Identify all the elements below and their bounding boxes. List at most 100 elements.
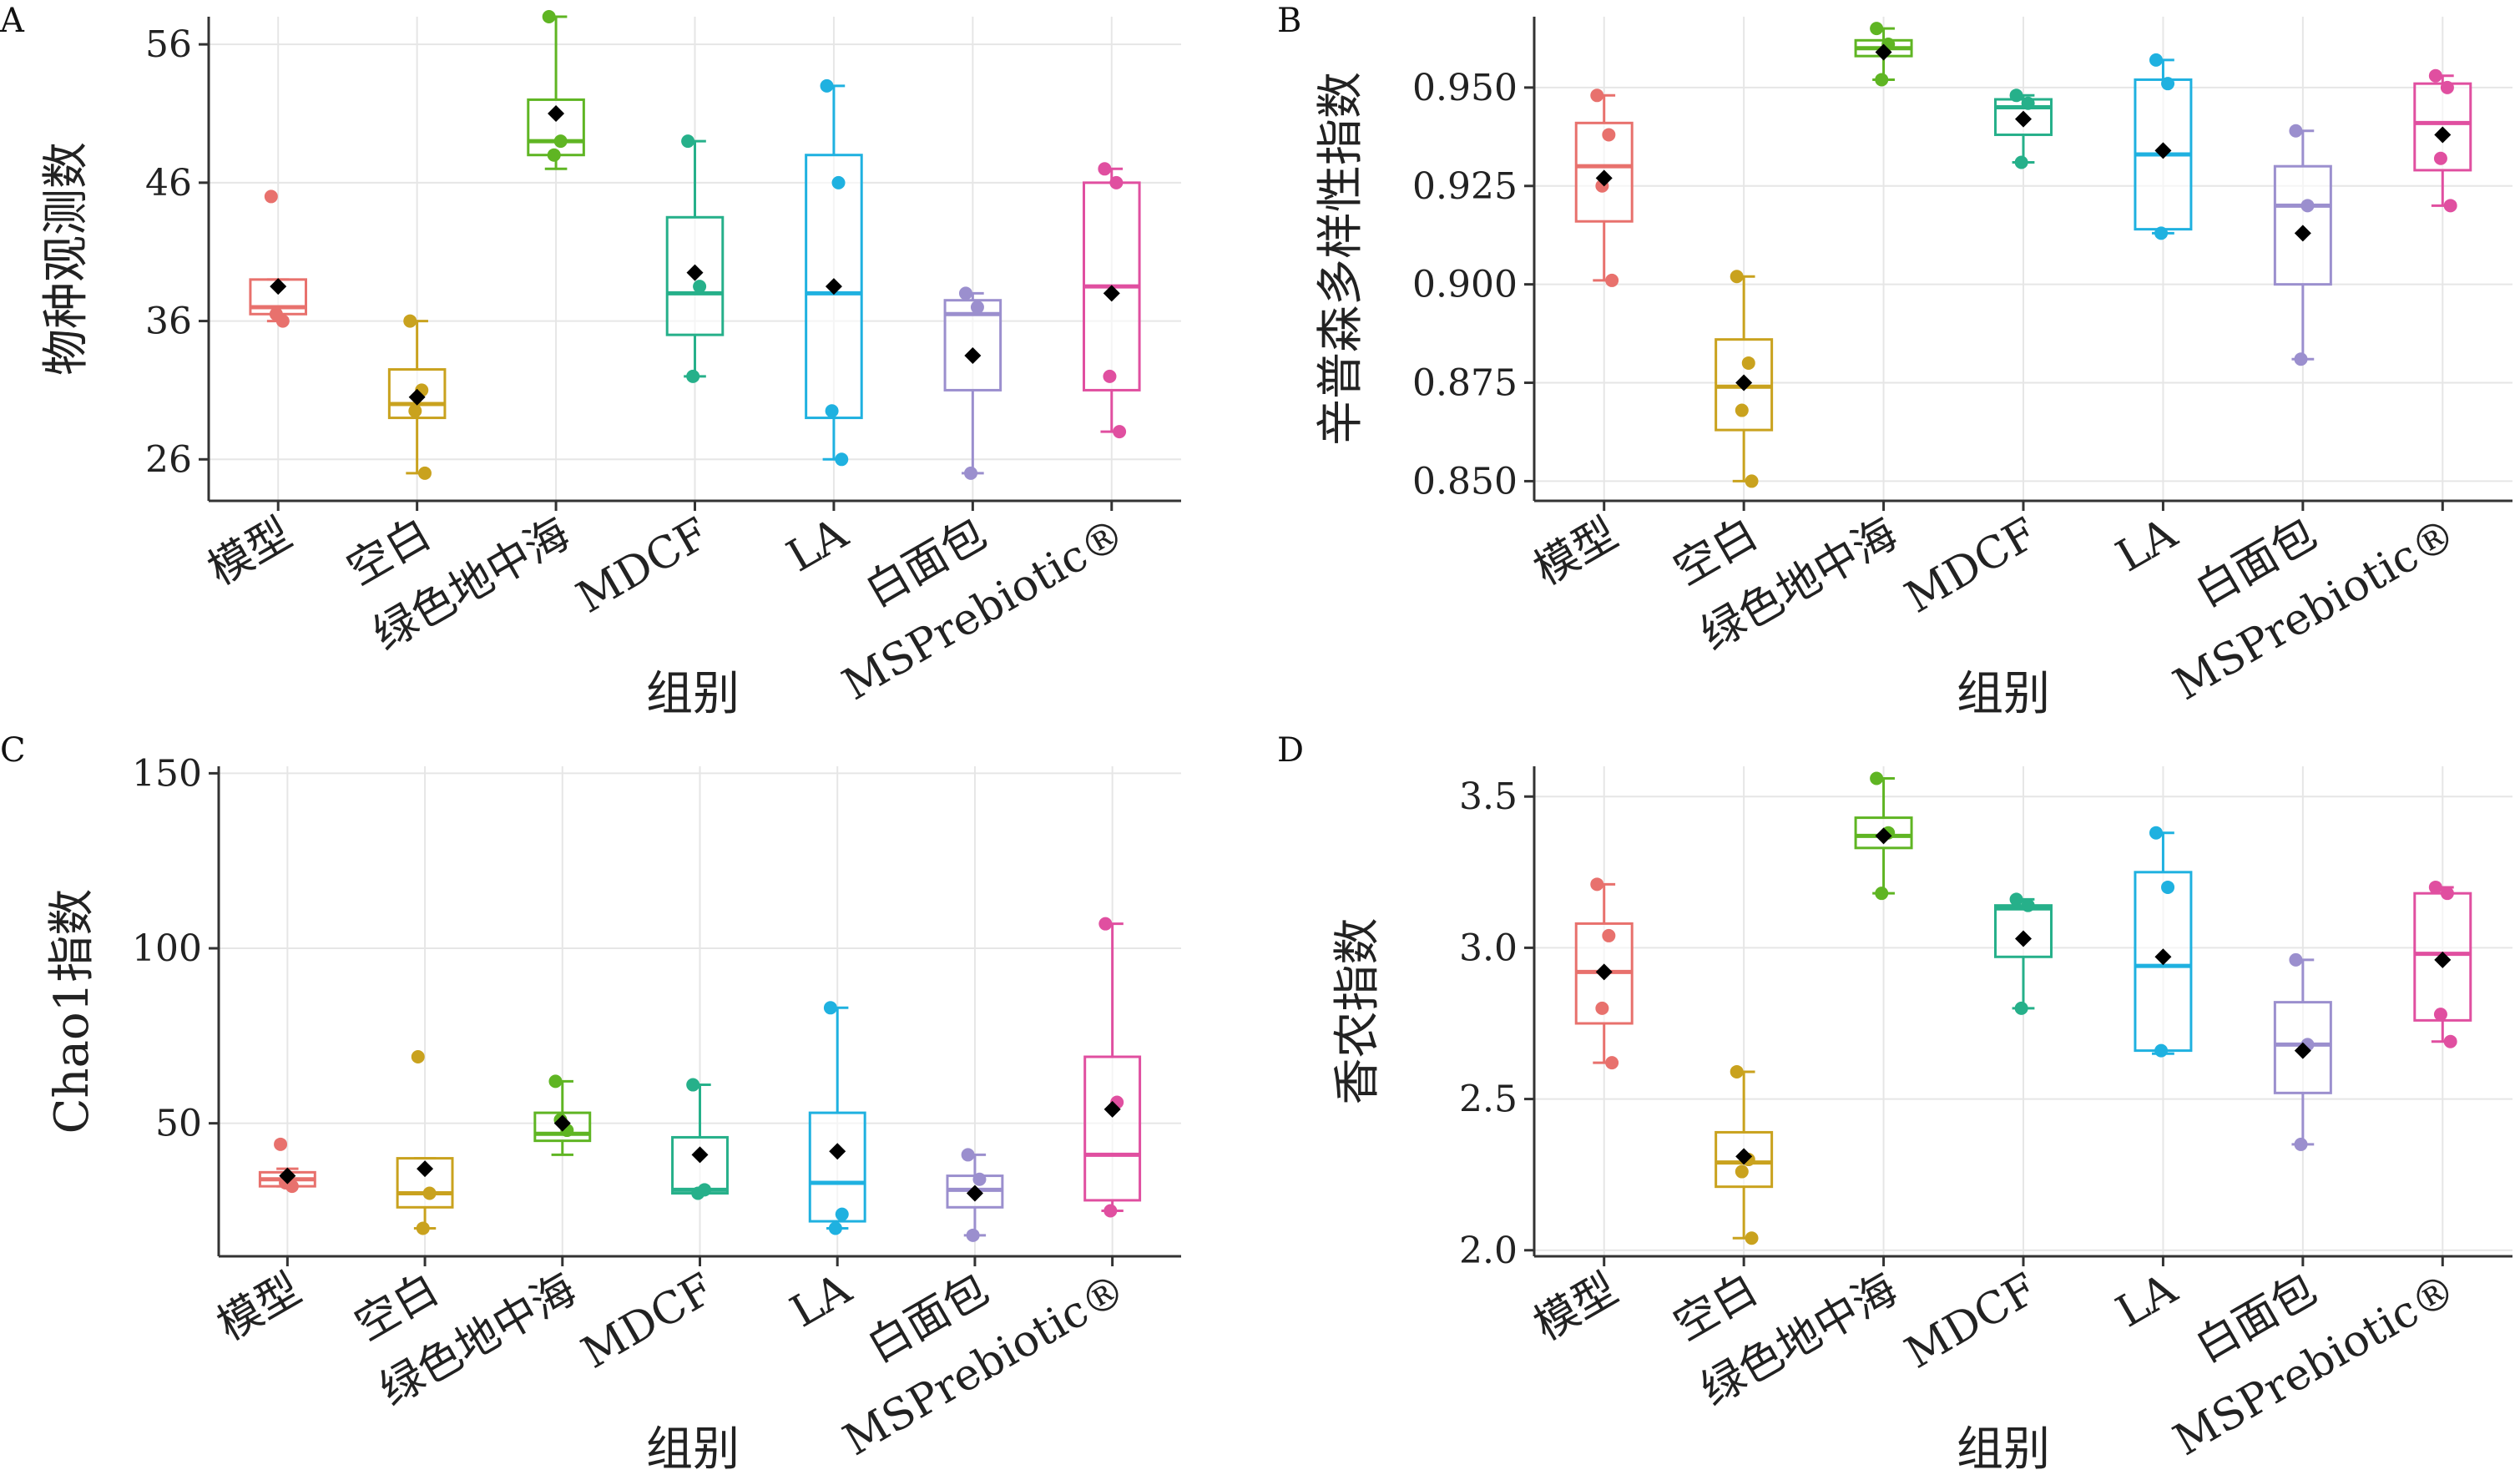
data-point [416,1221,430,1235]
x-category-label: 模型 [210,1264,310,1351]
data-point [417,466,432,480]
y-tick-label: 0.850 [1412,460,1518,503]
data-point [2428,880,2442,894]
data-point [269,307,283,321]
data-point [2294,352,2308,366]
x-category-label: MDCF [573,1264,722,1378]
mean-marker [553,1114,571,1132]
data-point [1605,1056,1619,1070]
mean-marker [829,1143,846,1160]
y-tick-label: 56 [145,23,192,66]
data-point [1103,1204,1118,1218]
mean-marker [1875,43,1892,61]
data-point [2149,826,2163,840]
y-tick-label: 100 [132,927,202,970]
box-2 [1715,1064,1774,1245]
data-point [970,301,984,314]
box-5 [805,78,863,467]
y-tick-label: 2.0 [1459,1230,1518,1272]
box-4 [1994,892,2053,1015]
data-point [1745,1231,1759,1245]
x-category-label: 空白 [1666,508,1766,595]
data-point [2433,1008,2447,1022]
data-point [2443,1034,2457,1048]
data-point [2014,155,2028,169]
box-iqr [2273,164,2332,286]
data-point [2294,1137,2308,1151]
mean-marker [1875,827,1892,845]
data-point [972,1172,987,1186]
data-point [1103,369,1117,383]
mean-marker [1735,1148,1753,1165]
box-6 [943,286,1002,480]
box-6 [946,1148,1004,1242]
data-point [2161,77,2175,91]
x-axis-title: 组别 [646,667,740,721]
data-point [2021,96,2035,110]
data-point [2021,898,2035,912]
y-tick-label: 2.5 [1459,1078,1518,1121]
y-tick-label: 26 [145,438,192,481]
x-category-label: 模型 [1526,508,1626,595]
data-point [820,78,834,93]
data-point [1098,917,1113,931]
data-point [1730,270,1744,284]
x-category-label: LA [782,1264,861,1338]
box-2 [396,1050,454,1235]
panel-letter: B [1277,2,1301,40]
mean-marker [2015,930,2032,947]
x-category-label: 模型 [200,508,300,595]
data-point [691,1186,705,1200]
box-4 [671,1078,729,1200]
box-iqr [808,1111,866,1223]
y-tick-label: 46 [145,162,192,205]
data-point [403,314,417,328]
box-7 [1083,917,1142,1218]
box-6 [2273,124,2332,366]
x-category-label: LA [2108,1264,2186,1338]
data-point [1735,1164,1749,1179]
data-point [1730,1064,1744,1078]
mean-marker [2294,225,2311,242]
x-axis-title: 组别 [1957,667,2050,721]
data-point [274,1137,288,1151]
y-tick-label: 3.5 [1459,775,1518,818]
mean-marker [408,388,426,406]
data-point [2154,1043,2169,1058]
y-axis-title: Chao1指数 [45,889,99,1134]
data-point [831,175,846,189]
box-4 [1994,88,2053,169]
data-point [2289,952,2303,967]
data-point [2149,53,2163,67]
data-point [686,1078,700,1092]
box-2 [1715,270,1774,488]
data-point [1109,175,1124,189]
box-5 [808,1001,866,1235]
data-point [1745,474,1759,488]
data-point [2300,199,2315,213]
box-7 [2413,880,2472,1048]
data-point [2161,880,2175,894]
mean-marker [1103,1100,1121,1118]
data-point [2443,199,2457,213]
data-point [1602,128,1616,142]
box-1 [249,189,307,328]
x-category-label: LA [779,508,857,583]
data-point [1870,22,1884,36]
box-7 [2413,68,2472,213]
mean-marker [964,347,982,364]
data-point [1098,162,1112,176]
box-3 [1854,771,1913,901]
data-point [2440,887,2454,901]
mean-marker [966,1185,983,1202]
x-category-label: MDCF [568,508,717,623]
data-point [547,148,561,162]
data-point [1605,273,1619,287]
data-point [422,1186,437,1200]
y-axis-title: 物种观测数 [39,142,93,376]
